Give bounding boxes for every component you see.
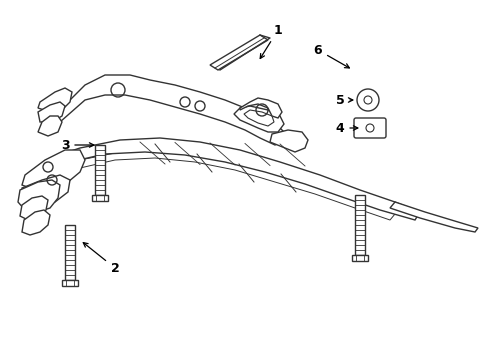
Polygon shape [240, 98, 282, 118]
Polygon shape [92, 195, 108, 201]
Text: 5: 5 [335, 94, 352, 107]
Polygon shape [38, 116, 62, 136]
Polygon shape [351, 255, 367, 261]
Text: 1: 1 [260, 23, 282, 58]
Polygon shape [62, 280, 78, 286]
Polygon shape [354, 195, 364, 255]
Polygon shape [95, 145, 105, 195]
Polygon shape [38, 88, 72, 112]
Text: 6: 6 [313, 44, 348, 68]
Polygon shape [30, 150, 394, 220]
Polygon shape [18, 180, 60, 212]
FancyBboxPatch shape [353, 118, 385, 138]
Text: 4: 4 [335, 122, 357, 135]
Text: 3: 3 [61, 139, 94, 152]
Polygon shape [20, 196, 48, 220]
Polygon shape [269, 130, 307, 152]
Text: 2: 2 [83, 243, 119, 275]
Polygon shape [22, 210, 50, 235]
Polygon shape [22, 150, 85, 190]
Polygon shape [55, 75, 289, 145]
Polygon shape [28, 138, 419, 220]
Polygon shape [389, 202, 477, 232]
Polygon shape [65, 225, 75, 280]
Polygon shape [244, 110, 273, 126]
Polygon shape [209, 35, 267, 70]
Polygon shape [22, 175, 70, 206]
Polygon shape [234, 106, 284, 132]
Polygon shape [38, 102, 65, 122]
